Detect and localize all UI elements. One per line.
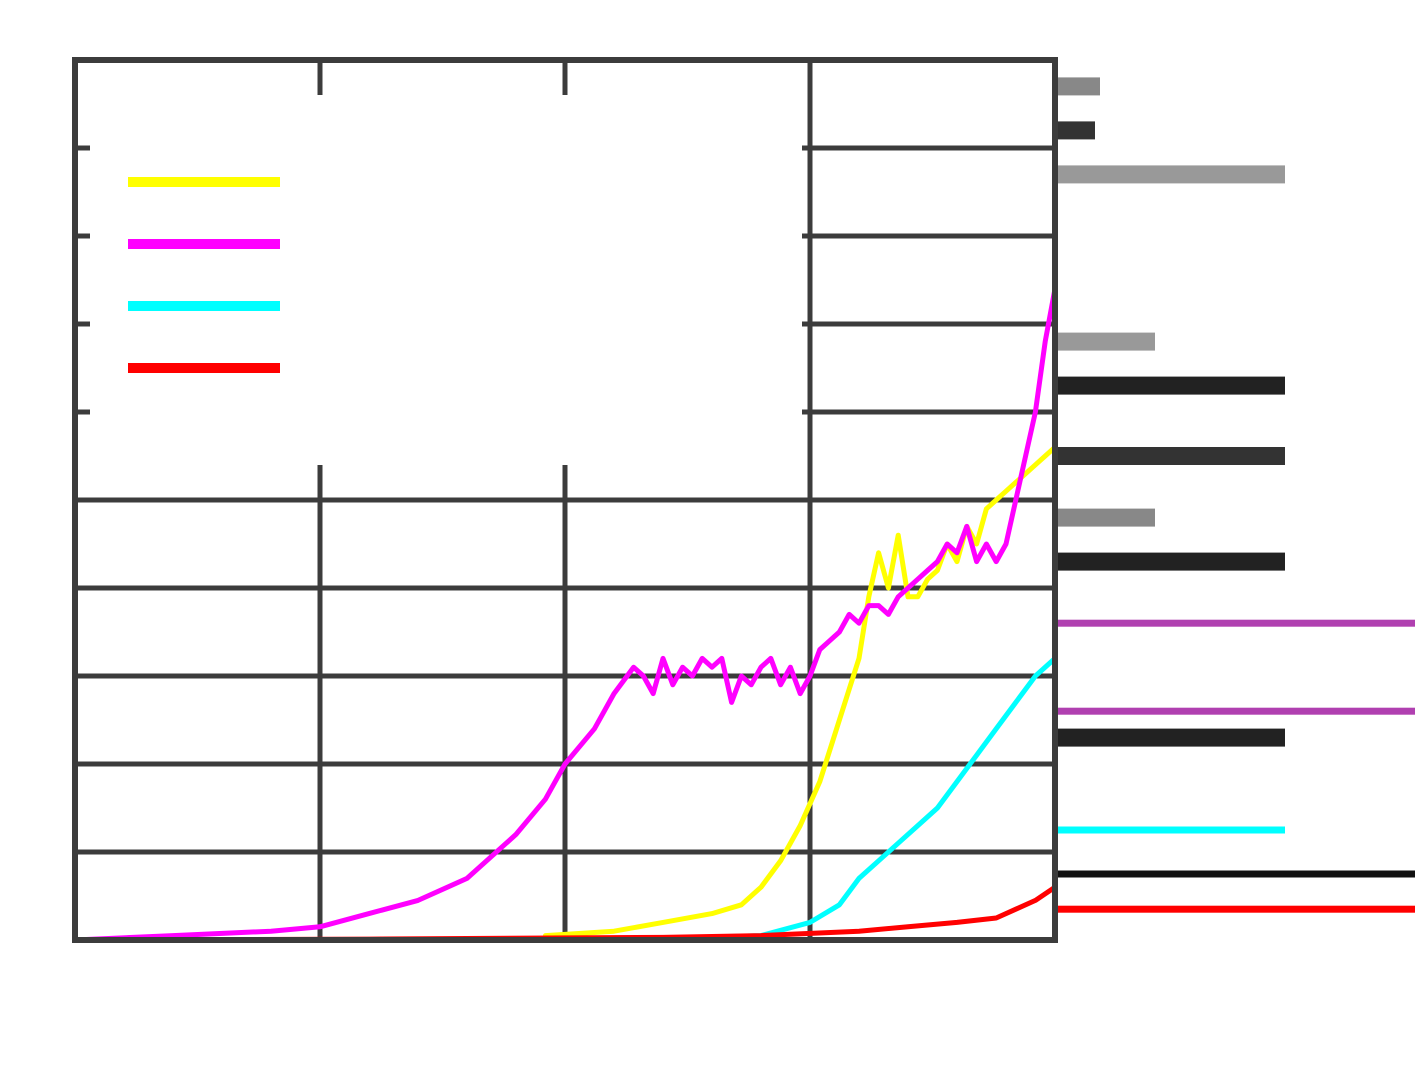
side-bar-6 bbox=[1055, 508, 1155, 527]
series-line-3 bbox=[660, 655, 1058, 941]
right-side-bars bbox=[1055, 77, 1415, 913]
side-bar-5 bbox=[1055, 447, 1285, 465]
side-bar-13 bbox=[1055, 905, 1415, 913]
side-bar-2 bbox=[1055, 165, 1285, 184]
legend-box bbox=[90, 100, 800, 465]
side-bar-0 bbox=[1055, 77, 1100, 96]
series-lines bbox=[72, 286, 1058, 943]
plot-frame bbox=[72, 57, 1058, 943]
side-bar-1 bbox=[1055, 121, 1095, 140]
side-bar-11 bbox=[1055, 826, 1285, 834]
series-line-2 bbox=[72, 286, 1058, 943]
side-bar-4 bbox=[1055, 376, 1285, 395]
side-bar-8 bbox=[1055, 619, 1415, 627]
side-bar-10 bbox=[1055, 728, 1285, 747]
side-bar-7 bbox=[1055, 552, 1285, 571]
side-bar-9 bbox=[1055, 707, 1415, 715]
side-bar-12 bbox=[1055, 870, 1415, 878]
series-line-1 bbox=[542, 444, 1058, 939]
legend bbox=[90, 100, 800, 465]
side-bar-3 bbox=[1055, 332, 1155, 351]
